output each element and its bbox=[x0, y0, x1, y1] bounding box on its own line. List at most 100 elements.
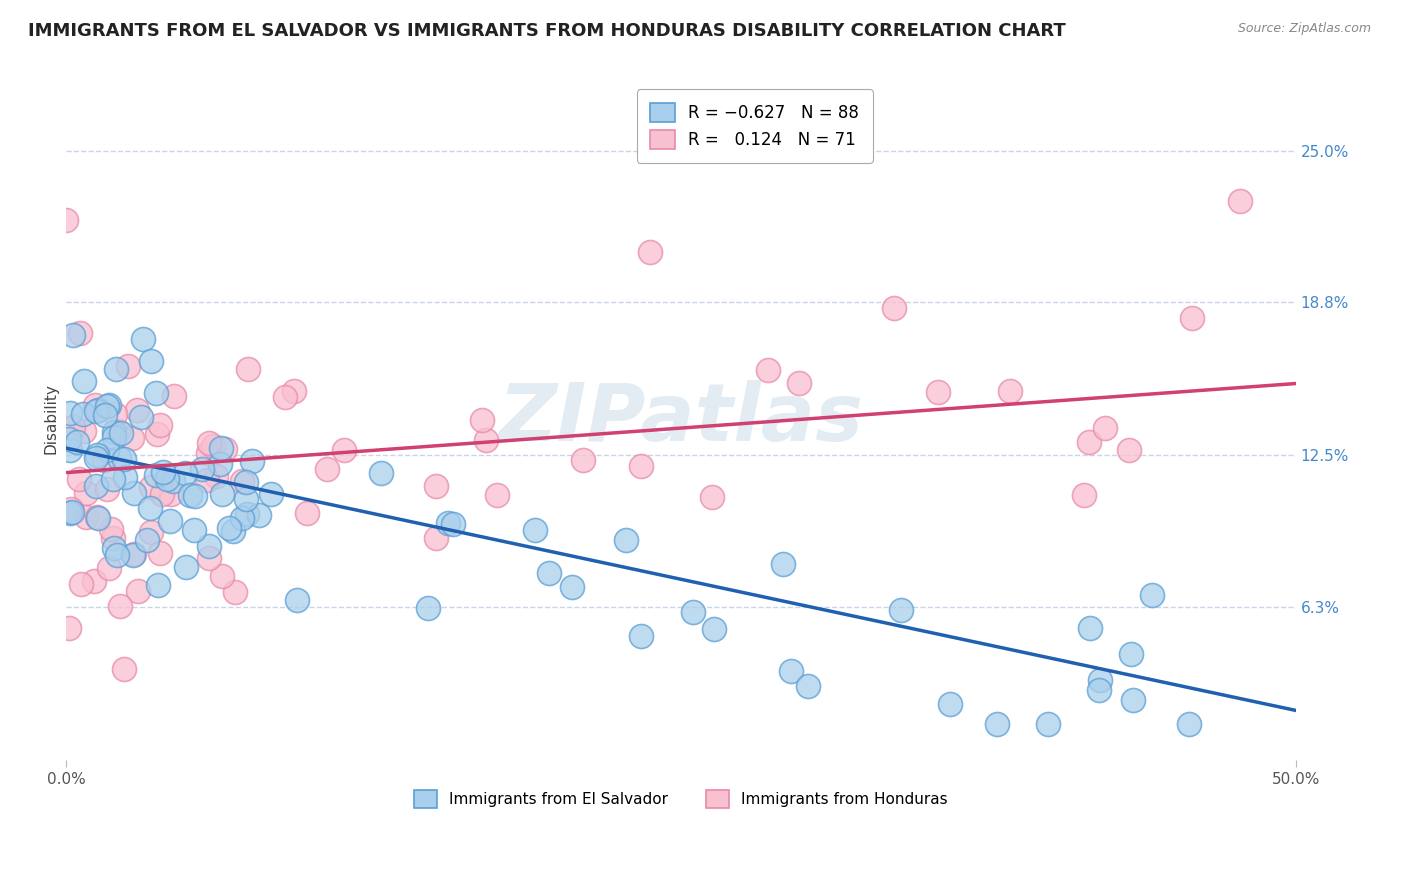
Point bbox=[1078, 435, 1101, 450]
Point bbox=[117, 359, 139, 373]
Point bbox=[87, 511, 110, 525]
Point bbox=[84, 398, 107, 412]
Point bbox=[890, 603, 912, 617]
Point bbox=[159, 514, 181, 528]
Point bbox=[93, 452, 115, 467]
Point bbox=[285, 592, 308, 607]
Point bbox=[145, 385, 167, 400]
Point bbox=[73, 424, 96, 438]
Point bbox=[1073, 488, 1095, 502]
Point bbox=[614, 533, 637, 548]
Point bbox=[1178, 716, 1201, 731]
Point bbox=[630, 458, 652, 473]
Point bbox=[139, 500, 162, 515]
Point bbox=[59, 406, 82, 420]
Point bbox=[122, 547, 145, 561]
Point bbox=[104, 362, 127, 376]
Point bbox=[224, 584, 246, 599]
Point bbox=[1181, 310, 1204, 325]
Point bbox=[101, 472, 124, 486]
Point bbox=[702, 490, 724, 504]
Point bbox=[108, 599, 131, 613]
Point bbox=[211, 486, 233, 500]
Point bbox=[441, 517, 464, 532]
Point bbox=[103, 425, 125, 439]
Point bbox=[471, 412, 494, 426]
Point bbox=[101, 531, 124, 545]
Point bbox=[370, 466, 392, 480]
Point bbox=[114, 470, 136, 484]
Point bbox=[247, 508, 270, 522]
Point bbox=[112, 452, 135, 467]
Point bbox=[96, 482, 118, 496]
Point bbox=[211, 569, 233, 583]
Point bbox=[163, 389, 186, 403]
Point bbox=[425, 531, 447, 545]
Point bbox=[986, 716, 1008, 731]
Point bbox=[236, 507, 259, 521]
Point bbox=[103, 430, 125, 444]
Point bbox=[523, 523, 546, 537]
Point bbox=[86, 448, 108, 462]
Point bbox=[98, 561, 121, 575]
Point bbox=[152, 465, 174, 479]
Point bbox=[179, 488, 201, 502]
Point bbox=[1119, 647, 1142, 661]
Point bbox=[122, 485, 145, 500]
Point bbox=[60, 505, 83, 519]
Point bbox=[135, 533, 157, 547]
Point bbox=[73, 374, 96, 388]
Point bbox=[139, 480, 162, 494]
Text: Source: ZipAtlas.com: Source: ZipAtlas.com bbox=[1237, 22, 1371, 36]
Point bbox=[139, 525, 162, 540]
Point bbox=[129, 409, 152, 424]
Point bbox=[125, 402, 148, 417]
Point bbox=[998, 384, 1021, 398]
Point bbox=[235, 492, 257, 507]
Point bbox=[66, 435, 89, 450]
Point bbox=[110, 425, 132, 440]
Point bbox=[703, 622, 725, 636]
Point bbox=[96, 399, 118, 413]
Point bbox=[86, 450, 108, 465]
Point bbox=[572, 453, 595, 467]
Point bbox=[59, 442, 82, 457]
Point bbox=[86, 509, 108, 524]
Point bbox=[59, 501, 82, 516]
Point bbox=[195, 473, 218, 487]
Point bbox=[425, 479, 447, 493]
Point bbox=[231, 474, 253, 488]
Point bbox=[333, 443, 356, 458]
Legend: Immigrants from El Salvador, Immigrants from Honduras: Immigrants from El Salvador, Immigrants … bbox=[408, 784, 955, 814]
Point bbox=[780, 664, 803, 678]
Point bbox=[1140, 588, 1163, 602]
Point bbox=[756, 363, 779, 377]
Point bbox=[260, 487, 283, 501]
Point bbox=[145, 467, 167, 482]
Text: IMMIGRANTS FROM EL SALVADOR VS IMMIGRANTS FROM HONDURAS DISABILITY CORRELATION C: IMMIGRANTS FROM EL SALVADOR VS IMMIGRANT… bbox=[28, 22, 1066, 40]
Point bbox=[174, 466, 197, 480]
Point bbox=[184, 489, 207, 503]
Point bbox=[146, 426, 169, 441]
Point bbox=[214, 442, 236, 457]
Point bbox=[104, 407, 127, 421]
Point bbox=[156, 471, 179, 485]
Point bbox=[205, 469, 228, 483]
Point bbox=[86, 479, 108, 493]
Point bbox=[772, 557, 794, 571]
Point bbox=[235, 475, 257, 490]
Point bbox=[236, 362, 259, 376]
Point bbox=[197, 436, 219, 450]
Point bbox=[1094, 421, 1116, 435]
Point bbox=[160, 487, 183, 501]
Point bbox=[69, 326, 91, 340]
Point bbox=[70, 577, 93, 591]
Point bbox=[883, 301, 905, 315]
Point bbox=[75, 510, 97, 524]
Point bbox=[485, 488, 508, 502]
Point bbox=[1078, 621, 1101, 635]
Point bbox=[209, 458, 232, 472]
Point bbox=[58, 621, 80, 635]
Point bbox=[183, 523, 205, 537]
Point bbox=[162, 474, 184, 488]
